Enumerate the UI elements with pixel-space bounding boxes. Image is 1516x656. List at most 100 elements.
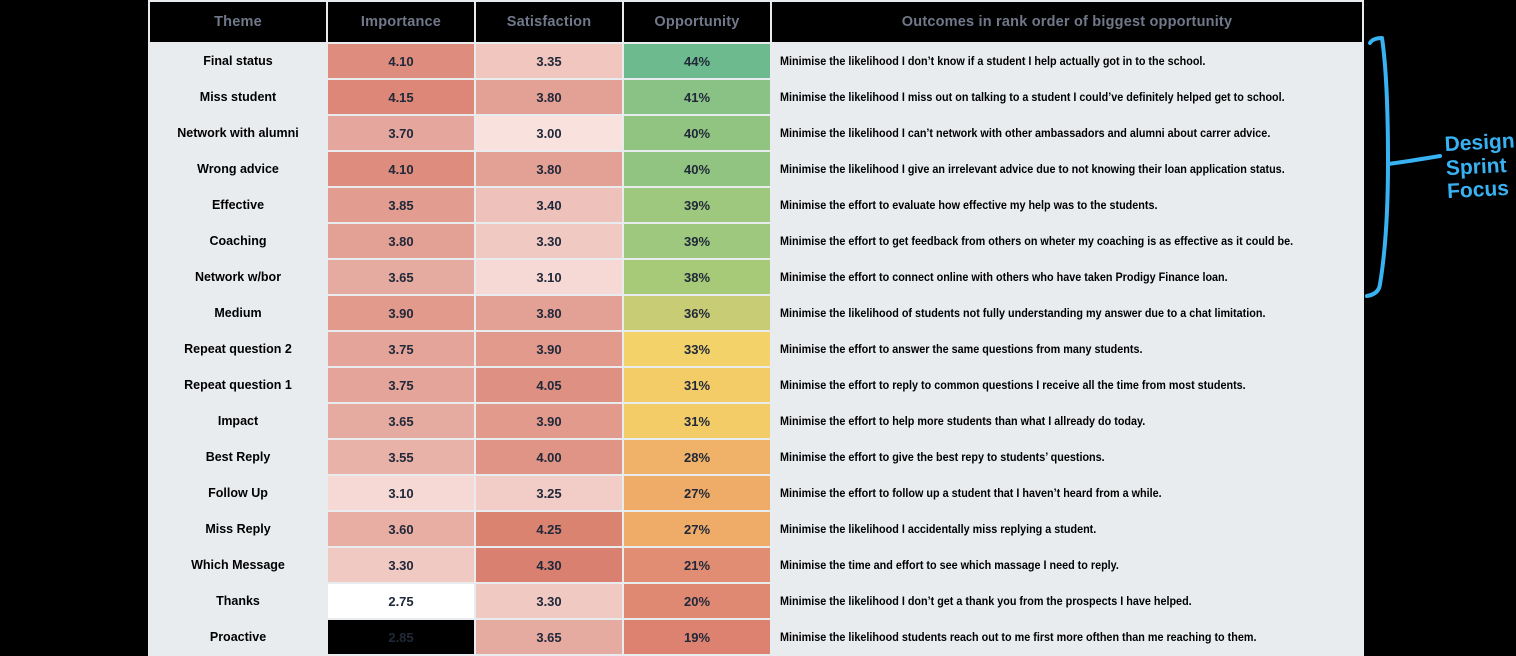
- theme-cell: Best Reply: [205, 450, 271, 464]
- opportunity-cell: 31%: [624, 368, 770, 402]
- satisfaction-cell: 3.30: [476, 224, 622, 258]
- importance-cell: 3.85: [328, 188, 474, 222]
- annotation-text-line: Sprint: [1445, 154, 1507, 180]
- satisfaction-cell: 4.30: [476, 548, 622, 582]
- annotation-text-line: Focus: [1447, 177, 1510, 203]
- outcome-cell: Minimise the likelihood I accidentally m…: [772, 512, 1362, 546]
- satisfaction-cell: 3.35: [476, 44, 622, 78]
- importance-cell: 3.60: [328, 512, 474, 546]
- importance-cell: 2.75: [328, 584, 474, 618]
- annotation-pointer-line: [1386, 154, 1442, 166]
- importance-cell: 4.10: [328, 152, 474, 186]
- satisfaction-cell: 3.90: [476, 332, 622, 366]
- importance-cell: 3.75: [328, 332, 474, 366]
- theme-cell: Proactive: [209, 630, 267, 644]
- outcome-text: Minimise the effort to help more student…: [780, 414, 1146, 428]
- theme-cell: Repeat question 1: [184, 378, 292, 392]
- theme-cell: Impact: [217, 414, 259, 428]
- opportunity-cell: 28%: [624, 440, 770, 474]
- outcome-text: Minimise the time and effort to see whic…: [780, 558, 1119, 572]
- outcome-cell: Minimise the likelihood of students not …: [772, 296, 1362, 330]
- satisfaction-cell: 4.25: [476, 512, 622, 546]
- outcome-cell: Minimise the effort to follow up a stude…: [772, 476, 1362, 510]
- opportunity-cell: 36%: [624, 296, 770, 330]
- opportunity-cell: 38%: [624, 260, 770, 294]
- column-header-opportunity: Opportunity: [624, 2, 770, 42]
- satisfaction-cell: 3.10: [476, 260, 622, 294]
- theme-cell: Thanks: [216, 594, 260, 608]
- satisfaction-cell: 4.05: [476, 368, 622, 402]
- outcome-cell: Minimise the likelihood I don’t get a th…: [772, 584, 1362, 618]
- theme-cell: Network with alumni: [177, 126, 299, 140]
- outcome-cell: Minimise the likelihood I give an irrele…: [772, 152, 1362, 186]
- outcome-cell: Minimise the likelihood I don’t know if …: [772, 44, 1362, 78]
- importance-cell: 3.90: [328, 296, 474, 330]
- outcome-cell: Minimise the likelihood students reach o…: [772, 620, 1362, 654]
- outcome-cell: Minimise the likelihood I can’t network …: [772, 116, 1362, 150]
- opportunity-cell: 40%: [624, 116, 770, 150]
- theme-cell: Final status: [203, 54, 273, 68]
- outcome-text: Minimise the likelihood I miss out on ta…: [780, 90, 1285, 104]
- satisfaction-cell: 3.30: [476, 584, 622, 618]
- importance-cell: 3.30: [328, 548, 474, 582]
- importance-cell: 4.10: [328, 44, 474, 78]
- satisfaction-cell: 3.65: [476, 620, 622, 654]
- outcome-cell: Minimise the effort to connect online wi…: [772, 260, 1362, 294]
- theme-cell: Repeat question 2: [184, 342, 292, 356]
- outcome-text: Minimise the likelihood I accidentally m…: [780, 522, 1097, 536]
- outcome-cell: Minimise the effort to evaluate how effe…: [772, 188, 1362, 222]
- outcome-cell: Minimise the likelihood I miss out on ta…: [772, 80, 1362, 114]
- outcome-text: Minimise the likelihood of students not …: [780, 306, 1266, 320]
- column-header-theme: Theme: [150, 2, 326, 42]
- outcome-cell: Minimise the effort to answer the same q…: [772, 332, 1362, 366]
- importance-cell: 3.65: [328, 260, 474, 294]
- column-header-satisfaction: Satisfaction: [476, 2, 622, 42]
- opportunity-table: Theme Importance Satisfaction Opportunit…: [148, 0, 1364, 656]
- outcome-cell: Minimise the effort to give the best rep…: [772, 440, 1362, 474]
- outcome-cell: Minimise the effort to reply to common q…: [772, 368, 1362, 402]
- outcome-text: Minimise the likelihood I can’t network …: [780, 126, 1271, 140]
- opportunity-cell: 27%: [624, 512, 770, 546]
- importance-cell: 3.10: [328, 476, 474, 510]
- outcome-text: Minimise the likelihood students reach o…: [780, 630, 1257, 644]
- importance-cell: 4.15: [328, 80, 474, 114]
- outcome-text: Minimise the likelihood I give an irrele…: [780, 162, 1285, 176]
- importance-cell: 3.55: [328, 440, 474, 474]
- theme-cell: Coaching: [209, 234, 267, 248]
- satisfaction-cell: 3.80: [476, 80, 622, 114]
- opportunity-cell: 40%: [624, 152, 770, 186]
- theme-cell: Network w/bor: [194, 270, 282, 284]
- opportunity-cell: 41%: [624, 80, 770, 114]
- outcome-text: Minimise the effort to answer the same q…: [780, 342, 1143, 356]
- column-header-outcomes: Outcomes in rank order of biggest opport…: [772, 2, 1362, 42]
- importance-cell: 2.85: [328, 620, 474, 654]
- theme-cell: Follow Up: [208, 486, 268, 500]
- design-sprint-annotation: Design Sprint Focus: [1365, 36, 1515, 298]
- opportunity-cell: 21%: [624, 548, 770, 582]
- outcome-text: Minimise the effort to connect online wi…: [780, 270, 1228, 284]
- theme-cell: Medium: [214, 306, 262, 320]
- outcome-text: Minimise the effort to get feedback from…: [780, 234, 1294, 248]
- opportunity-cell: 39%: [624, 224, 770, 258]
- theme-cell: Which Message: [191, 558, 285, 572]
- outcome-text: Minimise the effort to give the best rep…: [780, 450, 1105, 464]
- satisfaction-cell: 3.40: [476, 188, 622, 222]
- satisfaction-cell: 4.00: [476, 440, 622, 474]
- importance-cell: 3.80: [328, 224, 474, 258]
- satisfaction-cell: 3.25: [476, 476, 622, 510]
- outcome-text: Minimise the effort to follow up a stude…: [780, 486, 1162, 500]
- theme-cell: Effective: [211, 198, 265, 212]
- importance-cell: 3.70: [328, 116, 474, 150]
- outcome-text: Minimise the likelihood I don’t get a th…: [780, 594, 1192, 608]
- outcome-cell: Minimise the time and effort to see whic…: [772, 548, 1362, 582]
- outcome-cell: Minimise the effort to get feedback from…: [772, 224, 1362, 258]
- opportunity-cell: 44%: [624, 44, 770, 78]
- importance-cell: 3.65: [328, 404, 474, 438]
- column-header-importance: Importance: [328, 2, 474, 42]
- outcome-text: Minimise the likelihood I don’t know if …: [780, 54, 1206, 68]
- annotation-bracket: [1365, 36, 1390, 298]
- satisfaction-cell: 3.90: [476, 404, 622, 438]
- opportunity-cell: 27%: [624, 476, 770, 510]
- satisfaction-cell: 3.80: [476, 296, 622, 330]
